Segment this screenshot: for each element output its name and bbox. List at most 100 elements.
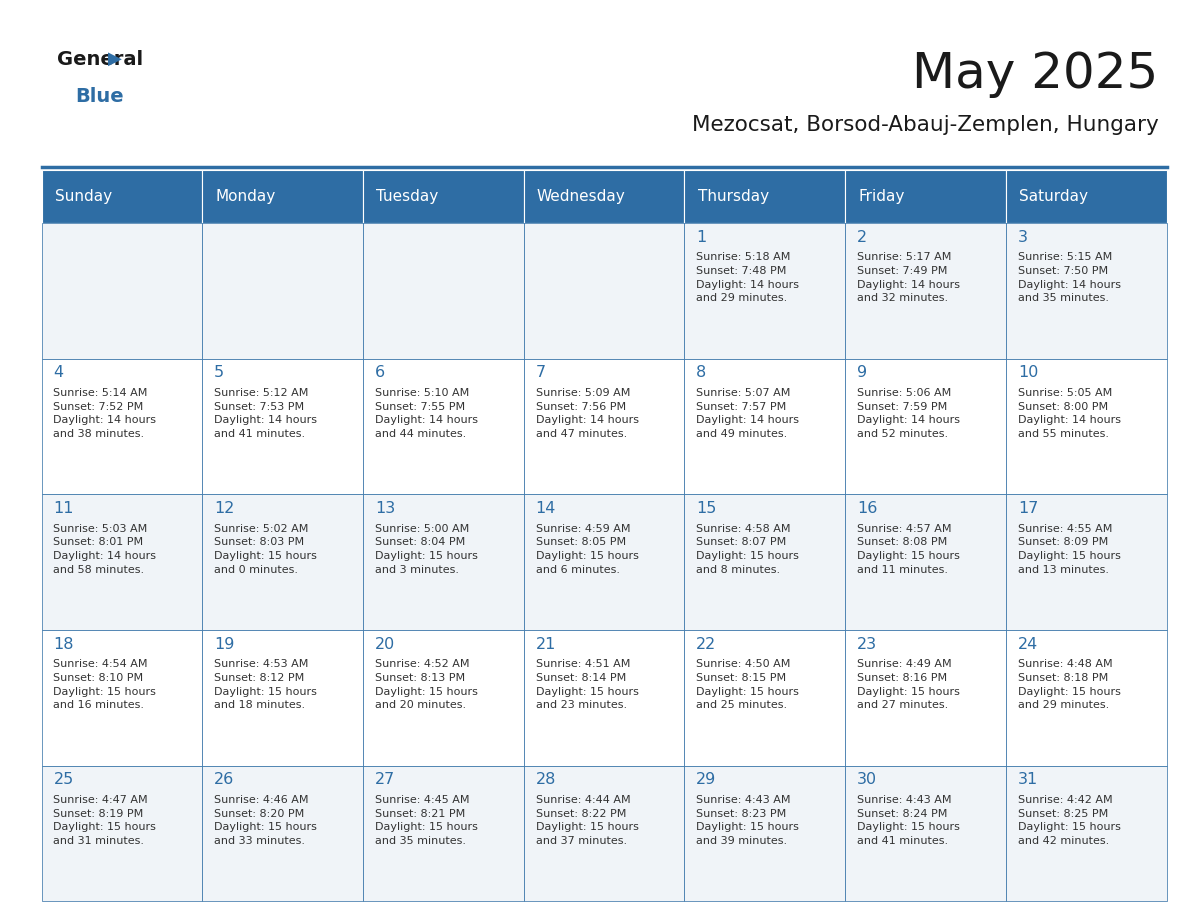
Text: Sunrise: 5:07 AM
Sunset: 7:57 PM
Daylight: 14 hours
and 49 minutes.: Sunrise: 5:07 AM Sunset: 7:57 PM Dayligh… — [696, 388, 800, 439]
Text: Sunday: Sunday — [55, 189, 112, 204]
FancyBboxPatch shape — [42, 630, 202, 766]
Text: 7: 7 — [536, 365, 545, 380]
FancyBboxPatch shape — [684, 766, 845, 901]
FancyBboxPatch shape — [42, 766, 202, 901]
FancyBboxPatch shape — [684, 630, 845, 766]
Text: Sunrise: 4:49 AM
Sunset: 8:16 PM
Daylight: 15 hours
and 27 minutes.: Sunrise: 4:49 AM Sunset: 8:16 PM Dayligh… — [857, 659, 960, 711]
Text: Sunrise: 5:00 AM
Sunset: 8:04 PM
Daylight: 15 hours
and 3 minutes.: Sunrise: 5:00 AM Sunset: 8:04 PM Dayligh… — [375, 524, 478, 575]
FancyBboxPatch shape — [845, 495, 1006, 630]
Text: Saturday: Saturday — [1019, 189, 1088, 204]
Text: 17: 17 — [1018, 501, 1038, 516]
FancyBboxPatch shape — [1006, 766, 1167, 901]
FancyBboxPatch shape — [684, 495, 845, 630]
Text: Friday: Friday — [858, 189, 904, 204]
FancyBboxPatch shape — [202, 170, 364, 223]
Text: Sunrise: 4:54 AM
Sunset: 8:10 PM
Daylight: 15 hours
and 16 minutes.: Sunrise: 4:54 AM Sunset: 8:10 PM Dayligh… — [53, 659, 157, 711]
Text: 25: 25 — [53, 772, 74, 788]
Text: Mezocsat, Borsod-Abauj-Zemplen, Hungary: Mezocsat, Borsod-Abauj-Zemplen, Hungary — [691, 115, 1158, 135]
Text: Sunrise: 5:09 AM
Sunset: 7:56 PM
Daylight: 14 hours
and 47 minutes.: Sunrise: 5:09 AM Sunset: 7:56 PM Dayligh… — [536, 388, 639, 439]
FancyBboxPatch shape — [524, 630, 684, 766]
FancyBboxPatch shape — [42, 359, 202, 495]
Text: 5: 5 — [214, 365, 225, 380]
Text: Sunrise: 5:02 AM
Sunset: 8:03 PM
Daylight: 15 hours
and 0 minutes.: Sunrise: 5:02 AM Sunset: 8:03 PM Dayligh… — [214, 524, 317, 575]
Text: Sunrise: 4:58 AM
Sunset: 8:07 PM
Daylight: 15 hours
and 8 minutes.: Sunrise: 4:58 AM Sunset: 8:07 PM Dayligh… — [696, 524, 800, 575]
Text: Sunrise: 4:44 AM
Sunset: 8:22 PM
Daylight: 15 hours
and 37 minutes.: Sunrise: 4:44 AM Sunset: 8:22 PM Dayligh… — [536, 795, 638, 846]
Text: May 2025: May 2025 — [912, 50, 1158, 98]
Text: 14: 14 — [536, 501, 556, 516]
FancyBboxPatch shape — [684, 359, 845, 495]
Text: 20: 20 — [375, 636, 396, 652]
Text: Sunrise: 4:48 AM
Sunset: 8:18 PM
Daylight: 15 hours
and 29 minutes.: Sunrise: 4:48 AM Sunset: 8:18 PM Dayligh… — [1018, 659, 1120, 711]
FancyBboxPatch shape — [524, 170, 684, 223]
Text: Blue: Blue — [75, 87, 124, 106]
FancyBboxPatch shape — [524, 359, 684, 495]
Text: ▶: ▶ — [108, 50, 122, 68]
Text: 18: 18 — [53, 636, 74, 652]
FancyBboxPatch shape — [1006, 630, 1167, 766]
Text: 28: 28 — [536, 772, 556, 788]
Text: 26: 26 — [214, 772, 234, 788]
Text: Monday: Monday — [215, 189, 276, 204]
FancyBboxPatch shape — [364, 359, 524, 495]
Text: 13: 13 — [375, 501, 396, 516]
FancyBboxPatch shape — [524, 495, 684, 630]
Text: Sunrise: 4:50 AM
Sunset: 8:15 PM
Daylight: 15 hours
and 25 minutes.: Sunrise: 4:50 AM Sunset: 8:15 PM Dayligh… — [696, 659, 800, 711]
Text: 22: 22 — [696, 636, 716, 652]
FancyBboxPatch shape — [364, 170, 524, 223]
Text: Wednesday: Wednesday — [537, 189, 626, 204]
Text: Sunrise: 4:55 AM
Sunset: 8:09 PM
Daylight: 15 hours
and 13 minutes.: Sunrise: 4:55 AM Sunset: 8:09 PM Dayligh… — [1018, 524, 1120, 575]
Text: Sunrise: 5:10 AM
Sunset: 7:55 PM
Daylight: 14 hours
and 44 minutes.: Sunrise: 5:10 AM Sunset: 7:55 PM Dayligh… — [375, 388, 478, 439]
Text: 19: 19 — [214, 636, 234, 652]
Text: Thursday: Thursday — [697, 189, 769, 204]
FancyBboxPatch shape — [684, 170, 845, 223]
Text: 1: 1 — [696, 230, 707, 244]
Text: 15: 15 — [696, 501, 716, 516]
FancyBboxPatch shape — [1006, 223, 1167, 359]
Text: Sunrise: 5:05 AM
Sunset: 8:00 PM
Daylight: 14 hours
and 55 minutes.: Sunrise: 5:05 AM Sunset: 8:00 PM Dayligh… — [1018, 388, 1120, 439]
FancyBboxPatch shape — [845, 359, 1006, 495]
Text: General: General — [57, 50, 143, 70]
FancyBboxPatch shape — [364, 223, 524, 359]
FancyBboxPatch shape — [684, 223, 845, 359]
Text: Sunrise: 4:59 AM
Sunset: 8:05 PM
Daylight: 15 hours
and 6 minutes.: Sunrise: 4:59 AM Sunset: 8:05 PM Dayligh… — [536, 524, 638, 575]
FancyBboxPatch shape — [364, 766, 524, 901]
FancyBboxPatch shape — [202, 766, 364, 901]
Text: 11: 11 — [53, 501, 74, 516]
FancyBboxPatch shape — [202, 223, 364, 359]
FancyBboxPatch shape — [1006, 359, 1167, 495]
Text: 10: 10 — [1018, 365, 1038, 380]
FancyBboxPatch shape — [845, 170, 1006, 223]
Text: Sunrise: 5:18 AM
Sunset: 7:48 PM
Daylight: 14 hours
and 29 minutes.: Sunrise: 5:18 AM Sunset: 7:48 PM Dayligh… — [696, 252, 800, 303]
FancyBboxPatch shape — [845, 223, 1006, 359]
FancyBboxPatch shape — [1006, 495, 1167, 630]
Text: 27: 27 — [375, 772, 396, 788]
Text: 29: 29 — [696, 772, 716, 788]
FancyBboxPatch shape — [524, 766, 684, 901]
Text: Sunrise: 5:03 AM
Sunset: 8:01 PM
Daylight: 14 hours
and 58 minutes.: Sunrise: 5:03 AM Sunset: 8:01 PM Dayligh… — [53, 524, 157, 575]
FancyBboxPatch shape — [524, 223, 684, 359]
Text: 30: 30 — [857, 772, 877, 788]
Text: Sunrise: 5:06 AM
Sunset: 7:59 PM
Daylight: 14 hours
and 52 minutes.: Sunrise: 5:06 AM Sunset: 7:59 PM Dayligh… — [857, 388, 960, 439]
Text: Sunrise: 5:17 AM
Sunset: 7:49 PM
Daylight: 14 hours
and 32 minutes.: Sunrise: 5:17 AM Sunset: 7:49 PM Dayligh… — [857, 252, 960, 303]
Text: 2: 2 — [857, 230, 867, 244]
Text: Sunrise: 4:43 AM
Sunset: 8:24 PM
Daylight: 15 hours
and 41 minutes.: Sunrise: 4:43 AM Sunset: 8:24 PM Dayligh… — [857, 795, 960, 846]
Text: Sunrise: 5:12 AM
Sunset: 7:53 PM
Daylight: 14 hours
and 41 minutes.: Sunrise: 5:12 AM Sunset: 7:53 PM Dayligh… — [214, 388, 317, 439]
Text: 9: 9 — [857, 365, 867, 380]
FancyBboxPatch shape — [845, 766, 1006, 901]
Text: 6: 6 — [375, 365, 385, 380]
Text: Sunrise: 4:57 AM
Sunset: 8:08 PM
Daylight: 15 hours
and 11 minutes.: Sunrise: 4:57 AM Sunset: 8:08 PM Dayligh… — [857, 524, 960, 575]
Text: 31: 31 — [1018, 772, 1038, 788]
FancyBboxPatch shape — [42, 495, 202, 630]
Text: 4: 4 — [53, 365, 64, 380]
Text: Sunrise: 4:43 AM
Sunset: 8:23 PM
Daylight: 15 hours
and 39 minutes.: Sunrise: 4:43 AM Sunset: 8:23 PM Dayligh… — [696, 795, 800, 846]
FancyBboxPatch shape — [1006, 170, 1167, 223]
Text: 8: 8 — [696, 365, 707, 380]
Text: Sunrise: 5:14 AM
Sunset: 7:52 PM
Daylight: 14 hours
and 38 minutes.: Sunrise: 5:14 AM Sunset: 7:52 PM Dayligh… — [53, 388, 157, 439]
Text: 16: 16 — [857, 501, 878, 516]
Text: Sunrise: 4:47 AM
Sunset: 8:19 PM
Daylight: 15 hours
and 31 minutes.: Sunrise: 4:47 AM Sunset: 8:19 PM Dayligh… — [53, 795, 157, 846]
Text: 12: 12 — [214, 501, 234, 516]
Text: 24: 24 — [1018, 636, 1038, 652]
FancyBboxPatch shape — [845, 630, 1006, 766]
Text: 21: 21 — [536, 636, 556, 652]
Text: Sunrise: 4:52 AM
Sunset: 8:13 PM
Daylight: 15 hours
and 20 minutes.: Sunrise: 4:52 AM Sunset: 8:13 PM Dayligh… — [375, 659, 478, 711]
